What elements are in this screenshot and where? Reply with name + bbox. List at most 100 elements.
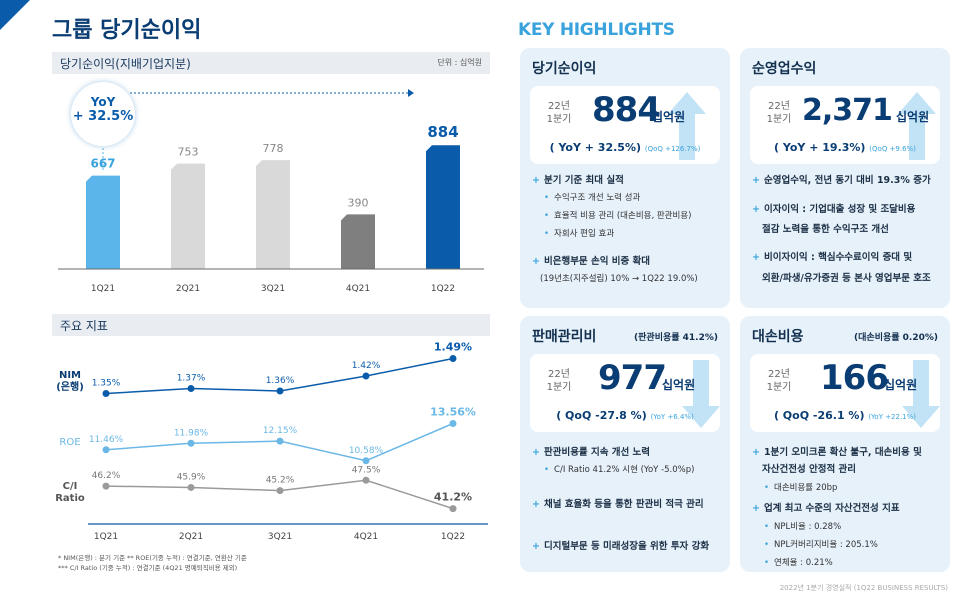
ci-label-line1: C/I	[63, 481, 78, 492]
data-label: 13.56%	[430, 406, 476, 419]
yoy-bubble: YoY + 32.5%	[71, 82, 135, 146]
bullet-main: + 판관비용률 지속 개선 노력	[532, 447, 651, 458]
stat-value: 166	[820, 358, 889, 398]
corner-accent	[0, 0, 30, 30]
bullet-continuation: 외환/파생/유가증권 등 본사 영업부문 호조	[762, 273, 931, 284]
up-arrow-icon	[898, 92, 936, 160]
credit-cost-card: 대손비용 (대손비용률 0.20%) 22년 1분기 166 십억원 ( QoQ …	[740, 316, 950, 572]
yoy-arrow-head	[408, 89, 414, 97]
bullet-sub: • NPL비율 : 0.28%	[764, 522, 842, 532]
bullet-continuation: 자산건전성 안정적 관리	[762, 464, 857, 475]
bar-value-label: 390	[348, 196, 369, 209]
period-label: 22년 1분기	[546, 101, 572, 125]
x-tick-label: 1Q22	[441, 532, 465, 542]
data-point	[449, 420, 457, 427]
data-point	[102, 390, 110, 397]
data-point	[449, 355, 457, 362]
net-income-bar-chart: 667 1Q21 753 2Q21 778 3Q21 390 4Q21 884 1Q22	[58, 89, 484, 294]
key-index-section-title: 주요 지표	[60, 319, 108, 333]
data-label: 45.2%	[266, 476, 295, 486]
stat-value: 977	[598, 358, 667, 398]
sga-card: 판매관리비 (판관비용률 41.2%) 22년 1분기 977 십억원 ( QoQ…	[520, 316, 730, 572]
bullet-sub: • 대손비용률 20bp	[764, 483, 838, 493]
x-tick-label: 1Q22	[431, 284, 455, 294]
stat-value: 884	[592, 90, 661, 130]
x-tick-label: 4Q21	[346, 284, 370, 294]
data-label: 1.36%	[266, 376, 295, 386]
card-title: 순영업수익	[752, 61, 817, 77]
bar-value-label: 778	[263, 142, 284, 155]
data-point	[102, 482, 110, 490]
bullet-sub: • 효율적 비용 관리 (대손비용, 판관비용)	[544, 211, 692, 221]
data-point	[276, 487, 284, 495]
page-title: 그룹 당기순이익	[52, 18, 202, 43]
footnote-2: *** C/I Ratio (기중 누적) : 연결기준 (4Q21 명예퇴직비…	[58, 564, 238, 572]
data-label: 11.98%	[174, 428, 209, 438]
bar-value-label: 884	[427, 123, 458, 141]
bullet-main: + 이자이익 : 기업대출 성장 및 조달비용	[752, 204, 916, 215]
key-highlights-title: KEY HIGHLIGHTS	[518, 20, 675, 40]
bullet-sub: • 수익구조 개선 노력 성과	[544, 193, 641, 203]
card-title: 대손비용	[752, 329, 804, 345]
bullet-sub: • NPL커버리지비율 : 205.1%	[764, 540, 878, 550]
bullet-sub: • C/I Ratio 41.2% 시현 (YoY -5.0%p)	[544, 465, 695, 475]
bullet-main: + 비은행부문 손익 비중 확대	[532, 256, 651, 267]
data-point	[362, 372, 370, 380]
stat-unit: 십억원	[884, 378, 918, 392]
bullet-main: + 순영업수익, 전년 동기 대비 19.3% 증가	[752, 175, 931, 186]
bullet-main: + 분기 기준 최대 실적	[532, 175, 624, 186]
unit-label: 단위 : 십억원	[437, 58, 482, 67]
page-footer: 2022년 1분기 경영실적 (1Q22 BUSINESS RESULTS)	[779, 584, 948, 592]
net-income-card: 당기순이익 22년 1분기 884 십억원 ( YoY + 32.5%) (QoQ…	[520, 48, 730, 308]
data-label: 1.37%	[177, 374, 206, 384]
x-tick-label: 3Q21	[261, 284, 285, 294]
data-point	[276, 437, 284, 445]
nim-label-line1: NIM	[59, 370, 81, 381]
key-index-section-header: 주요 지표	[52, 314, 490, 336]
data-label: 47.5%	[352, 465, 381, 475]
stat-change: ( QoQ -26.1 %) (YoY +22.1%)	[773, 409, 917, 422]
bullet-sub: (19년초(지주설립) 10% → 1Q22 19.0%)	[540, 274, 698, 284]
data-point	[362, 457, 370, 465]
yoy-bubble-label: YoY	[90, 95, 116, 109]
stat-box: 22년 1분기 977 십억원 ( QoQ -27.8 %) (YoY +6.4%…	[530, 354, 720, 432]
data-label: 11.46%	[89, 435, 124, 445]
bullet-sub: • 연체율 : 0.21%	[764, 558, 833, 568]
card-subtitle: (대손비용률 0.20%)	[854, 333, 938, 343]
data-point	[276, 387, 284, 395]
stat-change: ( QoQ -27.8 %) (YoY +6.4%)	[556, 409, 694, 422]
bar-1Q21	[86, 175, 120, 269]
period-label: 22년 1분기	[766, 369, 792, 393]
data-label: 12.15%	[263, 426, 298, 436]
card-title: 당기순이익	[532, 61, 597, 77]
up-arrow-icon	[668, 92, 706, 160]
data-label: 1.42%	[352, 361, 381, 371]
data-label: 10.58%	[349, 446, 384, 456]
x-tick-label: 2Q21	[179, 532, 203, 542]
data-point	[362, 476, 370, 484]
bullet-continuation: 절감 노력을 통한 수익구조 개선	[762, 224, 889, 235]
data-label: 1.35%	[92, 379, 121, 389]
data-label: 46.2%	[92, 471, 121, 481]
data-point	[187, 439, 195, 447]
stat-box: 22년 1분기 2,371 십억원 ( YoY + 19.3%) (QoQ +9.…	[750, 86, 940, 164]
stat-unit: 십억원	[652, 110, 686, 124]
down-arrow-icon	[682, 360, 720, 428]
bullet-main: +1분기 오미크론 확산 불구, 대손비용 및	[752, 447, 922, 458]
x-tick-label: 3Q21	[268, 532, 292, 542]
bullet-main: + 업계 최고 수준의 자산건전성 지표	[752, 503, 900, 514]
stat-box: 22년 1분기 884 십억원 ( YoY + 32.5%) (QoQ +126.…	[530, 86, 720, 164]
data-label: 41.2%	[434, 491, 472, 504]
stat-box: 22년 1분기 166 십억원 ( QoQ -26.1 %) (YoY +22.1…	[750, 354, 940, 432]
yoy-bubble-value: + 32.5%	[72, 109, 134, 124]
x-tick-label: 2Q21	[176, 284, 200, 294]
bullet-main: + 채널 효율화 등을 통한 판관비 적극 관리	[532, 499, 704, 510]
stat-change: ( YoY + 32.5%) (QoQ +126.7%)	[549, 141, 701, 154]
bar-value-label: 667	[90, 157, 115, 171]
bar-1Q22	[426, 145, 460, 269]
data-label: 45.9%	[177, 472, 206, 482]
data-point	[187, 483, 195, 491]
period-label: 22년 1분기	[546, 369, 572, 393]
x-tick-label: 4Q21	[354, 532, 378, 542]
data-point	[187, 385, 195, 392]
